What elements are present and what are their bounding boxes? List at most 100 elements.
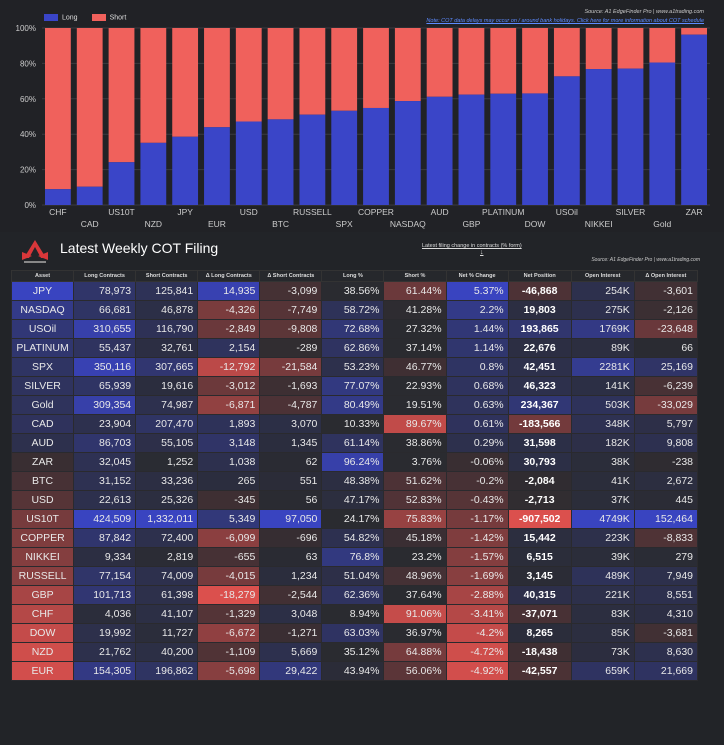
value-cell: 37.64% — [383, 585, 447, 605]
y-tick-label: 40% — [20, 130, 36, 139]
sort-arrow-icon: ↓ — [480, 249, 484, 256]
x-tick-label: USOil — [556, 207, 578, 217]
value-cell: 19,803 — [507, 300, 572, 320]
table-row[interactable]: RUSSELL 77,154 74,009 -4,015 1,234 51.04% 48.9… — [10, 566, 699, 586]
value-cell: 310,655 — [73, 319, 137, 339]
col-header[interactable]: Long % — [321, 270, 385, 282]
value-cell: 86,703 — [73, 433, 137, 453]
value-cell: -238 — [633, 452, 699, 472]
table-row[interactable]: ZAR 32,045 1,252 1,038 62 96.24% 3.76% -0.06% 30… — [10, 452, 699, 472]
table-row[interactable]: Gold 309,354 74,987 -6,871 -4,787 80.49% 19.51… — [10, 395, 699, 415]
bar-short-usoil — [553, 28, 580, 77]
value-cell: 101,713 — [73, 585, 137, 605]
table-row[interactable]: GBP 101,713 61,398 -18,279 -2,544 62.36% 37.64… — [10, 585, 699, 605]
value-cell: 53.23% — [321, 357, 385, 377]
bar-short-copper — [363, 28, 389, 108]
col-header[interactable]: Short Contracts — [135, 270, 199, 282]
asset-cell: SILVER — [10, 376, 75, 396]
value-cell: 25,326 — [135, 490, 199, 510]
x-tick-label: Gold — [653, 219, 671, 229]
table-row[interactable]: NIKKEI 9,334 2,819 -655 63 76.8% 23.2% -1.57% 6,… — [10, 547, 699, 567]
value-cell: 24.17% — [321, 509, 385, 529]
col-header[interactable]: Open Interest — [570, 270, 635, 282]
value-cell: 21,669 — [633, 661, 699, 681]
value-cell: 89.67% — [383, 414, 447, 434]
value-cell: -1.17% — [445, 509, 509, 529]
value-cell: 19.51% — [383, 395, 447, 415]
table-row[interactable]: AUD 86,703 55,105 3,148 1,345 61.14% 38.86% 0.2… — [10, 433, 699, 453]
table-row[interactable]: NASDAQ 66,681 46,878 -4,326 -7,749 58.72% 41.2… — [10, 300, 699, 320]
asset-cell: JPY — [10, 281, 75, 301]
table-row[interactable]: CAD 23,904 207,470 1,893 3,070 10.33% 89.67% 0.… — [10, 414, 699, 434]
value-cell: 41,107 — [135, 604, 199, 624]
value-cell: 38.86% — [383, 433, 447, 453]
value-cell: 659K — [570, 661, 635, 681]
col-header[interactable]: Long Contracts — [73, 270, 137, 282]
value-cell: 14,935 — [197, 281, 261, 301]
table-row[interactable]: SPX 350,116 307,665 -12,792 -21,584 53.23% 46.… — [10, 357, 699, 377]
value-cell: 8,265 — [507, 623, 572, 643]
table-row[interactable]: NZD 21,762 40,200 -1,109 5,669 35.12% 64.88% -4… — [10, 642, 699, 662]
value-cell: 83K — [570, 604, 635, 624]
value-cell: 125,841 — [135, 281, 199, 301]
value-cell: -46,868 — [507, 281, 572, 301]
value-cell: -345 — [197, 490, 261, 510]
table-row[interactable]: EUR 154,305 196,862 -5,698 29,422 43.94% 56.06… — [10, 661, 699, 681]
col-header[interactable]: Δ Short Contracts — [259, 270, 323, 282]
asset-cell: RUSSELL — [10, 566, 75, 586]
cot-schedule-link[interactable]: Note: COT data delays may occur on / aro… — [426, 18, 704, 24]
value-cell: -696 — [259, 528, 323, 548]
col-header[interactable]: Net Position — [507, 270, 572, 282]
col-header[interactable]: Short % — [383, 270, 447, 282]
bar-short-dow — [522, 28, 548, 94]
table-row[interactable]: SILVER 65,939 19,616 -3,012 -1,693 77.07% 22.9… — [10, 376, 699, 396]
value-cell: 64.88% — [383, 642, 447, 662]
value-cell: -4,015 — [197, 566, 261, 586]
x-tick-label: EUR — [208, 219, 226, 229]
table-row[interactable]: JPY 78,973 125,841 14,935 -3,099 38.56% 61.44%… — [10, 281, 699, 301]
chart-source: Source: A1 EdgeFinder Pro | www.a1tradin… — [584, 9, 704, 15]
table-row[interactable]: US10T 424,509 1,332,011 5,349 97,050 24.17% 75… — [10, 509, 699, 529]
bar-short-usd — [235, 28, 262, 122]
col-header[interactable]: Δ Open Interest — [633, 270, 699, 282]
value-cell: 1.14% — [445, 338, 509, 358]
value-cell: 254K — [570, 281, 635, 301]
asset-cell: GBP — [10, 585, 75, 605]
col-header[interactable]: Asset — [10, 270, 75, 282]
value-cell: -2,544 — [259, 585, 323, 605]
bar-short-us10t — [108, 28, 135, 163]
table-row[interactable]: DOW 19,992 11,727 -6,672 -1,271 63.03% 36.97% -… — [10, 623, 699, 643]
value-cell: 31,152 — [73, 471, 137, 491]
col-header[interactable]: Net % Change — [445, 270, 509, 282]
value-cell: 55,105 — [135, 433, 199, 453]
value-cell: -3,601 — [633, 281, 699, 301]
x-tick-label: DOW — [525, 219, 546, 229]
col-header[interactable]: Δ Long Contracts — [197, 270, 261, 282]
value-cell: -6,871 — [197, 395, 261, 415]
value-cell: -2,126 — [633, 300, 699, 320]
legend-long[interactable]: Long — [44, 14, 78, 21]
bar-long-usoil — [553, 76, 580, 205]
table-row[interactable]: CHF 4,036 41,107 -1,329 3,048 8.94% 91.06% -3.4… — [10, 604, 699, 624]
value-cell: 4,036 — [73, 604, 137, 624]
value-cell: 5,669 — [259, 642, 323, 662]
value-cell: 279 — [633, 547, 699, 567]
asset-cell: DOW — [10, 623, 75, 643]
table-row[interactable]: USD 22,613 25,326 -345 56 47.17% 52.83% -0.43% -… — [10, 490, 699, 510]
bar-long-silver — [617, 68, 644, 206]
value-cell: -1,109 — [197, 642, 261, 662]
value-cell: 66,681 — [73, 300, 137, 320]
table-row[interactable]: BTC 31,152 33,236 265 551 48.38% 51.62% -0.2% -2… — [10, 471, 699, 491]
value-cell: 63 — [259, 547, 323, 567]
table-row[interactable]: PLATINUM 55,437 32,761 2,154 -289 62.86% 37.14… — [10, 338, 699, 358]
value-cell: 5,349 — [197, 509, 261, 529]
value-cell: 51.04% — [321, 566, 385, 586]
value-cell: 2,672 — [633, 471, 699, 491]
legend-short[interactable]: Short — [91, 14, 126, 21]
value-cell: 22,676 — [507, 338, 572, 358]
table-row[interactable]: USOil 310,655 116,790 -2,849 -9,808 72.68% 27.… — [10, 319, 699, 339]
y-tick-label: 60% — [20, 95, 36, 104]
value-cell: 154,305 — [73, 661, 137, 681]
value-cell: 77.07% — [321, 376, 385, 396]
table-row[interactable]: COPPER 87,842 72,400 -6,099 -696 54.82% 45.18%… — [10, 528, 699, 548]
